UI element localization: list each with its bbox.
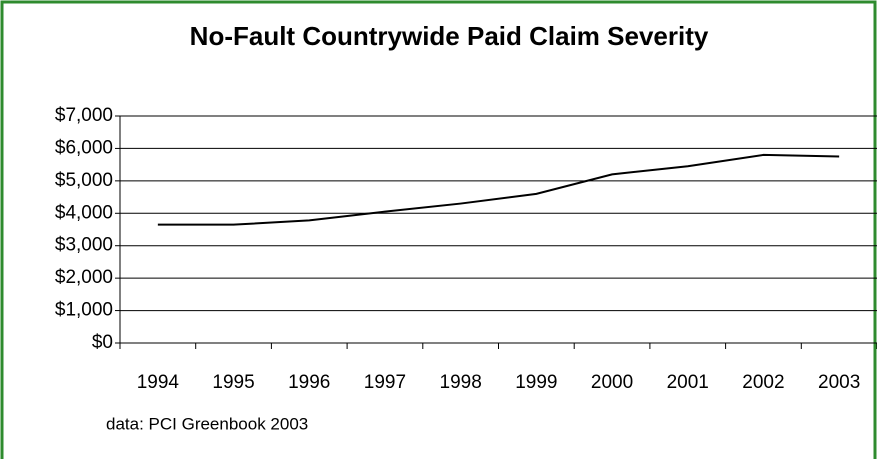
y-tick-label: $3,000 bbox=[55, 235, 113, 256]
x-tick-label: 2002 bbox=[742, 372, 784, 393]
x-tick-label: 1999 bbox=[515, 372, 557, 393]
y-tick-label: $6,000 bbox=[55, 137, 113, 158]
x-tick-label: 2003 bbox=[818, 372, 860, 393]
x-tick-label: 1995 bbox=[212, 372, 254, 393]
y-tick-label: $5,000 bbox=[55, 170, 113, 191]
x-tick-label: 2001 bbox=[667, 372, 709, 393]
x-tick-label: 2000 bbox=[591, 372, 633, 393]
y-tick-label: $2,000 bbox=[55, 267, 113, 288]
x-tick-label: 1998 bbox=[440, 372, 482, 393]
x-tick-label: 1994 bbox=[137, 372, 180, 393]
source-note: data: PCI Greenbook 2003 bbox=[106, 414, 308, 433]
line bbox=[157, 153, 840, 226]
y-tick-label: $0 bbox=[92, 332, 113, 353]
y-tick-label: $7,000 bbox=[55, 105, 113, 126]
x-tick-label: 1997 bbox=[364, 372, 406, 393]
chart-title: No-Fault Countrywide Paid Claim Severity bbox=[190, 21, 709, 51]
x-tick-label: 1996 bbox=[288, 372, 330, 393]
y-tick-label: $1,000 bbox=[55, 300, 113, 321]
y-tick-label: $4,000 bbox=[55, 202, 113, 223]
